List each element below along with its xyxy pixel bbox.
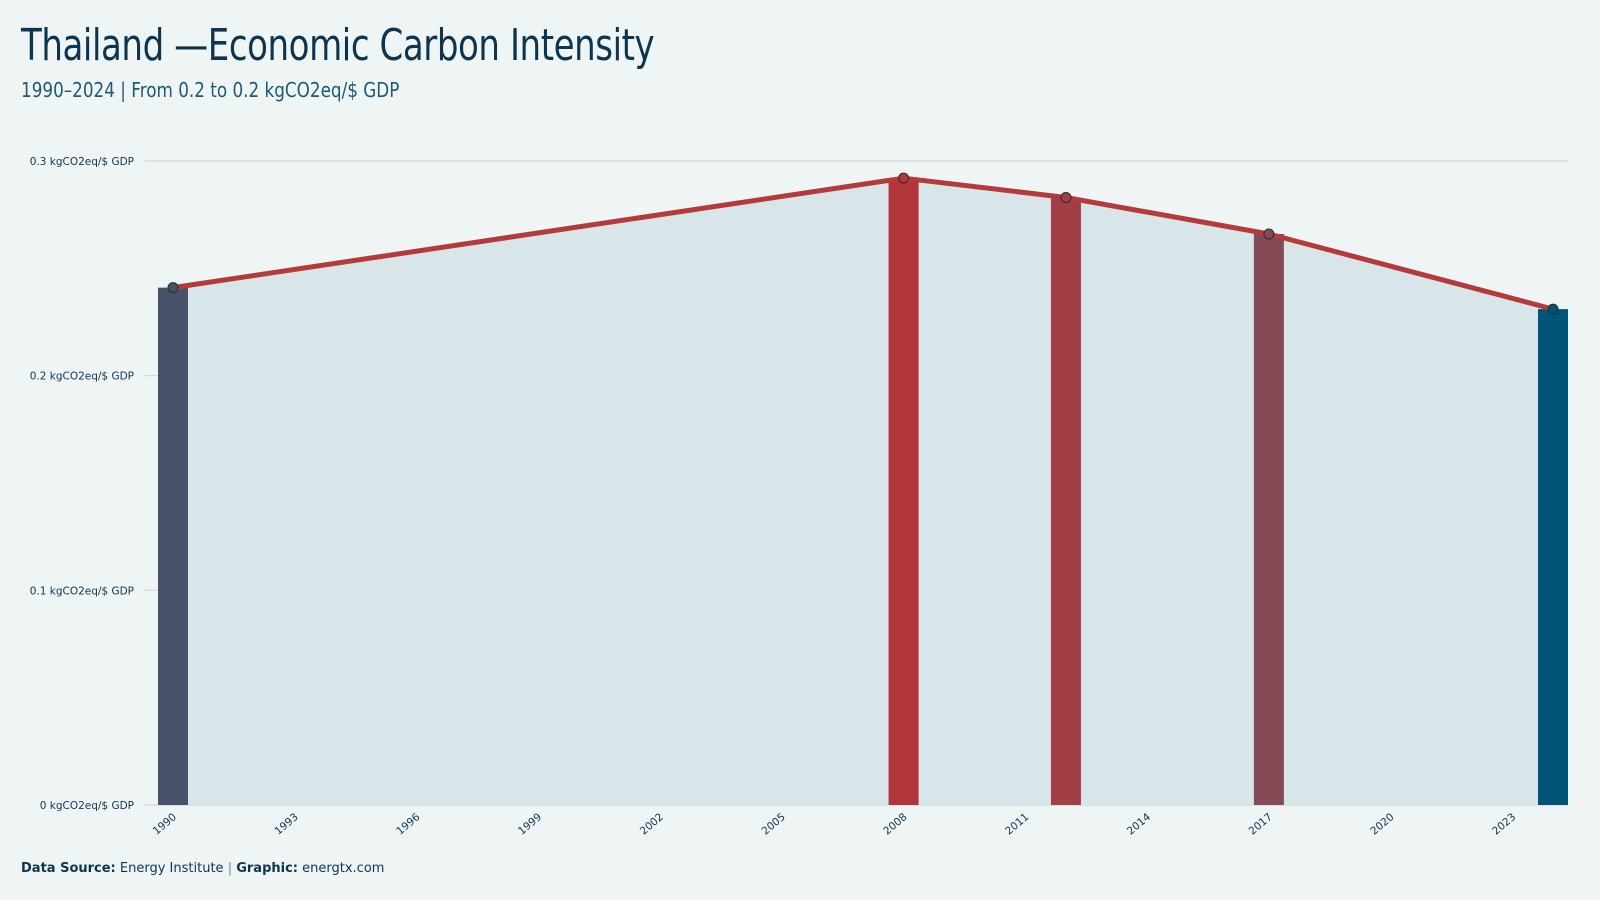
x-tick-label: 2005 [760,811,788,837]
chart-title: Thailand —Economic Carbon Intensity [21,20,655,71]
x-tick-label: 1990 [151,811,179,837]
x-tick-label: 1993 [272,811,300,837]
bar-2024 [1538,309,1568,805]
y-tick-label: 0.1 kgCO2eq/$ GDP [30,585,134,597]
bar-2017 [1253,233,1284,805]
x-tick-label: 2017 [1247,811,1275,837]
area-fill [173,178,1553,805]
x-tick-label: 2008 [881,811,909,837]
y-tick-label: 0.3 kgCO2eq/$ GDP [30,156,134,168]
x-tick-label: 2002 [638,811,666,837]
point-1990 [167,282,179,294]
chart-subtitle: 1990–2024 | From 0.2 to 0.2 kgCO2eq/$ GD… [21,78,400,102]
graphic-value: energtx.com [302,861,385,876]
x-tick-label: 2020 [1368,811,1396,837]
bar-1990 [158,287,188,805]
x-tick-label: 2014 [1125,811,1153,838]
point-2017 [1263,228,1275,240]
point-2008 [898,172,910,184]
graphic-label: Graphic: [236,861,298,876]
x-tick-label: 1996 [394,811,422,838]
source-label: Data Source: [21,861,116,876]
x-tick-label: 2011 [1003,811,1031,837]
bar-2008 [888,178,919,805]
bar-2012 [1050,197,1081,805]
footer-credits: Data Source: Energy Institute | Graphic:… [21,861,384,876]
y-tick-label: 0.2 kgCO2eq/$ GDP [30,371,134,383]
point-2012 [1060,191,1072,203]
x-tick-label: 2023 [1490,811,1518,837]
x-tick-label: 1999 [516,811,544,837]
footer-separator: | [227,861,233,876]
source-value: Energy Institute [119,861,224,876]
y-tick-label: 0 kgCO2eq/$ GDP [40,800,134,812]
point-2024 [1547,303,1559,315]
